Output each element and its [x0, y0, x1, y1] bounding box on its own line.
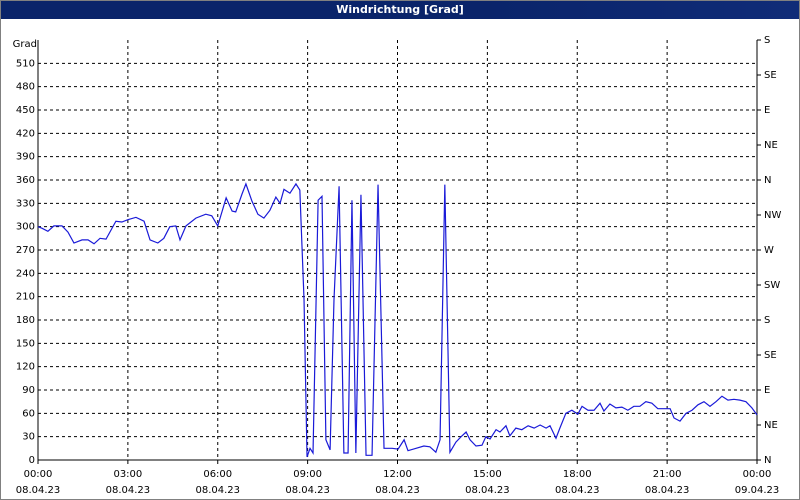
- x-tick-label: 08.04.23: [195, 485, 240, 496]
- y2-tick-label: W: [764, 245, 774, 256]
- y-axis-label: Grad: [13, 39, 37, 50]
- y-tick-label: 270: [16, 245, 35, 256]
- x-tick-label: 08.04.23: [375, 485, 420, 496]
- y2-tick-label: NW: [764, 210, 781, 221]
- x-tick-label: 03:00: [113, 469, 142, 480]
- chart-title: Windrichtung [Grad]: [1, 1, 799, 19]
- y-tick-label: 360: [16, 175, 35, 186]
- y-tick-label: 330: [16, 198, 35, 209]
- y-tick-label: 0: [29, 455, 35, 466]
- x-tick-label: 12:00: [383, 469, 412, 480]
- chart: Grad 0 30 60 90 120 150 180 210 240 270 300 330 360 3…: [13, 35, 782, 496]
- x-tick-label: 00:00: [743, 469, 772, 480]
- y2-tick-label: E: [764, 105, 770, 116]
- y2-tick-label: SW: [764, 280, 780, 291]
- data-line: [37, 182, 758, 458]
- y-tick-label: 480: [16, 82, 35, 93]
- y-tick-label: 60: [22, 408, 35, 419]
- y-tick-label: 120: [16, 362, 35, 373]
- y-tick-label: 510: [16, 58, 35, 69]
- y-tick-label: 390: [16, 152, 35, 163]
- y-tick-label: 210: [16, 292, 35, 303]
- y2-tick-label: N: [764, 455, 771, 466]
- y-tick-label: 420: [16, 128, 35, 139]
- x-tick-label: 21:00: [653, 469, 682, 480]
- y-tick-label: 180: [16, 315, 35, 326]
- x-tick-label: 15:00: [473, 469, 502, 480]
- y2-tick-label: N: [764, 175, 771, 186]
- y-tick-label: 150: [16, 338, 35, 349]
- y-tick-label: 90: [22, 385, 35, 396]
- y2-tick-label: SE: [764, 350, 777, 361]
- x-tick-label: 08.04.23: [285, 485, 330, 496]
- y2-tick-label: S: [764, 35, 770, 46]
- y-tick-label: 30: [22, 432, 35, 443]
- y2-tick-label: S: [764, 315, 770, 326]
- x-tick-label: 09.04.23: [735, 485, 780, 496]
- x-tick-label: 08.04.23: [16, 485, 61, 496]
- y2-tick-label: E: [764, 385, 770, 396]
- x-tick-label: 08.04.23: [555, 485, 600, 496]
- x-tick-label: 00:00: [24, 469, 53, 480]
- x-tick-label: 06:00: [203, 469, 232, 480]
- x-tick-label: 09:00: [293, 469, 322, 480]
- x-tick-label: 08.04.23: [465, 485, 510, 496]
- y-tick-label: 450: [16, 105, 35, 116]
- x-tick-label: 18:00: [563, 469, 592, 480]
- x-tick-label: 08.04.23: [106, 485, 151, 496]
- y2-tick-label: SE: [764, 70, 777, 81]
- y-tick-label: 240: [16, 268, 35, 279]
- y-tick-label: 300: [16, 222, 35, 233]
- x-tick-label: 08.04.23: [645, 485, 690, 496]
- y2-tick-label: NE: [764, 140, 778, 151]
- y2-tick-label: NE: [764, 420, 778, 431]
